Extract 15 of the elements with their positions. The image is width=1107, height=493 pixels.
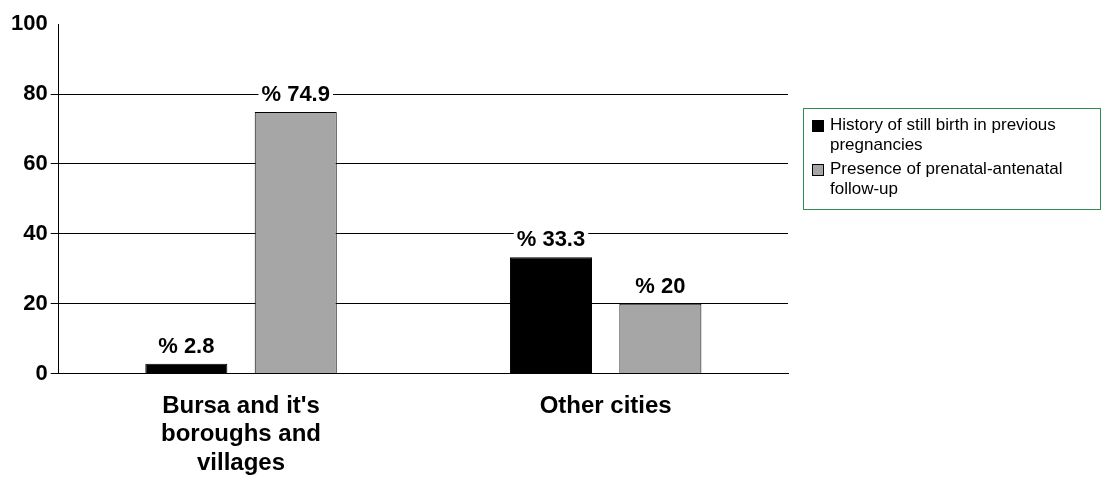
legend-label: Presence of prenatal-antenatal follow-up [830, 159, 1064, 199]
data-label: % 74.9 [261, 80, 330, 106]
y-tick-label: 0 [35, 359, 48, 385]
x-tick-label: Other cities [539, 390, 672, 418]
y-tick-label: 60 [23, 150, 48, 176]
y-tick-label: 40 [23, 219, 48, 245]
data-label: % 33.3 [516, 226, 586, 252]
data-label: % 20 [635, 272, 686, 298]
y-tick-label: 20 [23, 289, 48, 315]
data-label: % 2.8 [158, 332, 215, 358]
y-tick-label: 80 [23, 80, 48, 106]
x-tick-label: Bursa and it's boroughs and villages [161, 390, 322, 476]
bar [145, 363, 228, 374]
y-tick-label: 100 [10, 10, 48, 36]
legend-label: History of still birth in previous pregnancies [830, 115, 1057, 155]
